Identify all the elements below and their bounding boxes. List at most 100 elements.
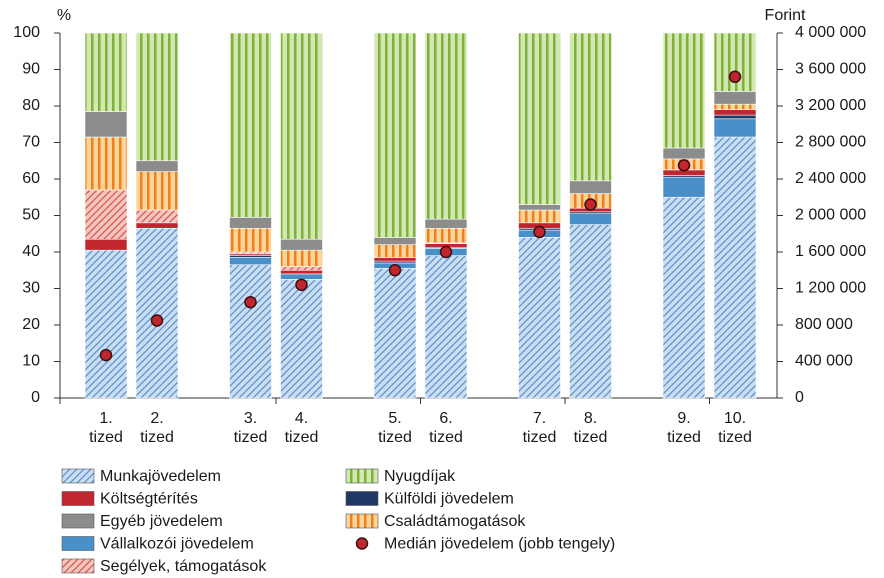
y2-tick-label: 2 800 000	[795, 134, 866, 151]
y-tick-label: 30	[22, 280, 40, 297]
bar-segment	[373, 237, 417, 245]
median-marker	[99, 348, 113, 362]
y-axis-title: %	[57, 7, 71, 24]
y2-axis-title: Forint	[765, 7, 806, 24]
x-tick-label: 7. tized	[522, 410, 557, 446]
legend-swatch	[61, 536, 95, 551]
bar-segment	[229, 264, 272, 399]
median-marker	[150, 314, 164, 327]
legend-label: Költségtérítés	[100, 491, 198, 508]
bar-segment	[229, 227, 272, 253]
bar-segment	[424, 32, 468, 220]
x-tick-label: 5. tized	[378, 410, 412, 446]
median-marker	[295, 278, 308, 292]
y-tick-label: 60	[22, 170, 40, 187]
bar-segment	[280, 279, 323, 399]
bar-segment	[569, 213, 612, 225]
median-marker	[728, 70, 742, 84]
x-tick-label: 2. tized	[140, 410, 174, 446]
bar-segment	[662, 32, 706, 149]
y-tick-label: 50	[22, 207, 40, 224]
bar-segment	[84, 136, 128, 191]
bar-segment	[280, 269, 323, 275]
bar-segment	[135, 171, 179, 211]
bar-segment	[229, 257, 272, 266]
bar-segment	[569, 32, 612, 182]
bar-segment	[662, 147, 706, 160]
y2-tick-label: 0	[795, 389, 804, 406]
bar-segment	[373, 32, 417, 238]
legend-swatch	[345, 513, 379, 529]
y-tick-label: 40	[22, 243, 40, 260]
bar-segment	[713, 114, 757, 120]
bar-segment	[424, 218, 468, 229]
median-marker	[388, 264, 402, 277]
bar-segment	[569, 180, 612, 194]
legend-swatch	[345, 491, 379, 506]
bar-segment	[280, 238, 323, 251]
median-marker	[677, 159, 691, 172]
bar-segment	[662, 196, 706, 399]
legend-swatch	[61, 513, 95, 529]
bar-segment	[424, 227, 468, 244]
y-tick-label: 70	[22, 134, 40, 151]
x-tick-label: 3. tized	[233, 410, 268, 446]
median-marker	[584, 198, 597, 211]
bar-segment	[229, 32, 272, 218]
y-tick-label: 0	[31, 389, 40, 406]
bar-segment	[84, 189, 128, 240]
y2-tick-label: 400 000	[795, 353, 853, 370]
y-tick-label: 90	[22, 61, 40, 78]
legend-label: Segélyek, támogatások	[100, 558, 267, 575]
x-tick-label: 1. tized	[89, 410, 123, 446]
y2-tick-label: 2 400 000	[795, 170, 866, 187]
bar-segment	[135, 32, 179, 162]
bar-segment	[280, 273, 323, 280]
bar-segment	[518, 209, 561, 224]
bar-segment	[373, 244, 417, 258]
bar-segment	[373, 257, 417, 262]
y-tick-label: 80	[22, 97, 40, 114]
y2-tick-label: 3 200 000	[795, 97, 866, 114]
bar-segment	[84, 32, 128, 112]
bar-segment	[424, 255, 468, 399]
legend-label: Családtámogatások	[384, 513, 526, 530]
median-marker	[244, 295, 257, 309]
bar-segment	[713, 118, 757, 138]
bar-segment	[713, 103, 757, 110]
y-tick-label: 10	[22, 353, 40, 370]
bar-segment	[280, 249, 323, 267]
bar-segment	[135, 222, 179, 229]
bar-segment	[280, 266, 323, 271]
bar-segment	[135, 209, 179, 224]
legend-swatch	[61, 558, 95, 574]
bar-segment	[135, 227, 179, 399]
y-tick-label: 20	[22, 316, 40, 333]
bar-segment	[569, 224, 612, 399]
bar-segment	[135, 160, 179, 172]
bar-segment	[229, 217, 272, 229]
bar-segment	[84, 111, 128, 138]
legend-label: Egyéb jövedelem	[100, 513, 223, 530]
legend-label: Külföldi jövedelem	[384, 491, 514, 508]
median-marker	[533, 225, 546, 239]
x-tick-label: 10. tized	[718, 410, 752, 446]
legend-swatch	[61, 491, 95, 506]
bar-segment	[518, 237, 561, 399]
y2-tick-label: 800 000	[795, 316, 853, 333]
bar-segment	[713, 109, 757, 116]
legend-label: Vállalkozói jövedelem	[100, 536, 254, 553]
y2-tick-label: 1 200 000	[795, 280, 866, 297]
bar-segment	[713, 136, 757, 399]
x-tick-label: 8. tized	[573, 410, 608, 446]
legend-label: Medián jövedelem (jobb tengely)	[384, 536, 615, 553]
legend-swatch	[345, 468, 379, 484]
bar-segment	[662, 176, 706, 198]
legend-swatch	[61, 468, 95, 484]
y2-tick-label: 3 600 000	[795, 61, 866, 78]
x-tick-label: 9. tized	[667, 410, 701, 446]
bar-segment	[280, 32, 323, 240]
y2-tick-label: 4 000 000	[795, 24, 866, 41]
